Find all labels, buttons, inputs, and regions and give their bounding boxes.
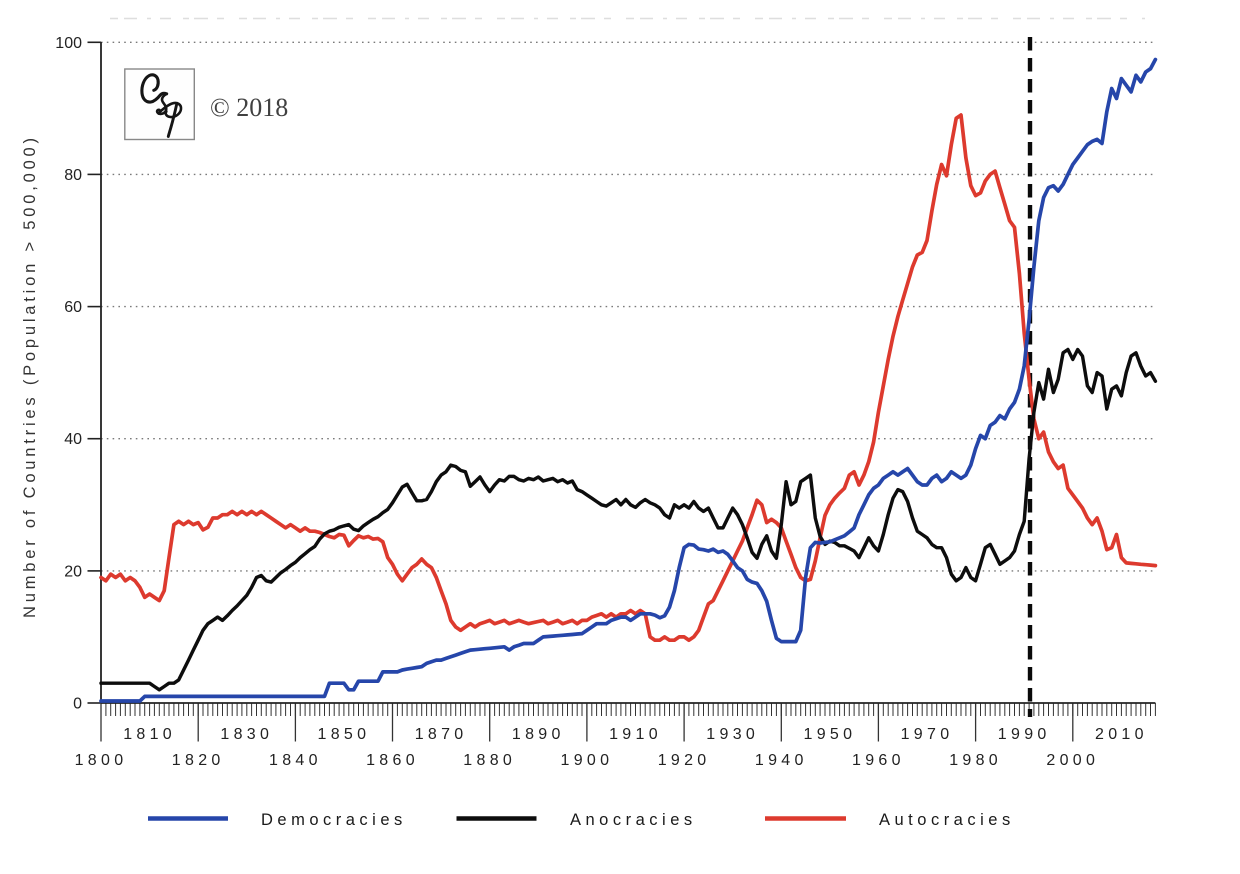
svg-text:© 2018: © 2018 — [210, 93, 288, 122]
svg-text:1860: 1860 — [366, 752, 419, 769]
svg-text:1800: 1800 — [75, 752, 128, 769]
svg-text:1930: 1930 — [706, 726, 759, 743]
svg-text:1830: 1830 — [220, 726, 273, 743]
svg-text:Number of Countries (Populatio: Number of Countries (Population > 500,00… — [21, 134, 39, 618]
svg-text:1920: 1920 — [658, 752, 711, 769]
svg-text:2010: 2010 — [1095, 726, 1148, 743]
svg-text:1940: 1940 — [755, 752, 808, 769]
svg-text:Democracies: Democracies — [261, 811, 407, 829]
svg-text:1890: 1890 — [512, 726, 565, 743]
svg-text:60: 60 — [64, 299, 82, 316]
svg-text:1960: 1960 — [852, 752, 905, 769]
svg-text:1970: 1970 — [901, 726, 954, 743]
svg-text:Autocracies: Autocracies — [879, 811, 1015, 829]
svg-text:1900: 1900 — [561, 752, 614, 769]
svg-text:100: 100 — [55, 35, 82, 52]
svg-text:1840: 1840 — [269, 752, 322, 769]
svg-text:1910: 1910 — [609, 726, 662, 743]
svg-text:1880: 1880 — [463, 752, 516, 769]
svg-text:Anocracies: Anocracies — [570, 811, 697, 829]
svg-text:1850: 1850 — [318, 726, 371, 743]
svg-text:1820: 1820 — [172, 752, 225, 769]
svg-text:1990: 1990 — [998, 726, 1051, 743]
svg-text:1980: 1980 — [949, 752, 1002, 769]
svg-text:0: 0 — [73, 696, 82, 713]
svg-text:1870: 1870 — [415, 726, 468, 743]
svg-text:20: 20 — [64, 563, 82, 580]
svg-text:1810: 1810 — [123, 726, 176, 743]
svg-text:2000: 2000 — [1046, 752, 1099, 769]
svg-text:40: 40 — [64, 431, 82, 448]
svg-text:1950: 1950 — [804, 726, 857, 743]
svg-text:80: 80 — [64, 167, 82, 184]
